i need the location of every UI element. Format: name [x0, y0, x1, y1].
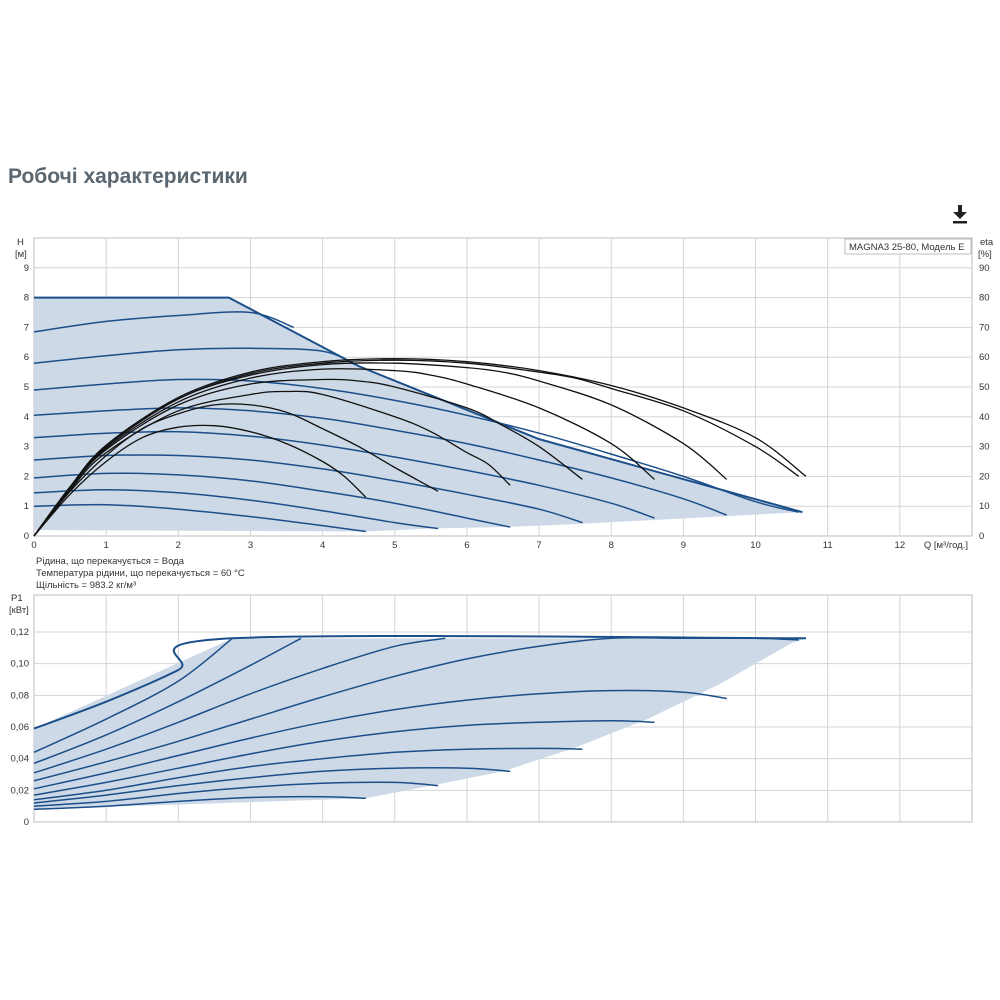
head-x-tick-label: 8 [609, 540, 614, 551]
info-temperature: Температура рідини, що перекачується = 6… [36, 568, 245, 579]
head-y-tick-label: 2 [24, 471, 29, 482]
legend: MAGNA3 25-80, Модель E [844, 238, 972, 255]
head-x-tick-label: 0 [31, 540, 36, 551]
head-x-tick-label: 9 [681, 540, 686, 551]
power-speed-curve [33, 637, 302, 765]
page-title: Робочі характеристики [8, 165, 248, 188]
efficiency-curve [33, 359, 800, 537]
power-y-tick-label: 0,06 [11, 722, 30, 733]
info-density: Щільність = 983.2 кг/м³ [36, 580, 137, 591]
power-y-tick-label: 0 [24, 817, 29, 828]
power-y-axis-label: P1 [11, 593, 23, 604]
head-y2-tick-label: 70 [979, 322, 990, 333]
head-y-axis-label: H [17, 237, 24, 248]
head-x-tick-label: 7 [536, 540, 541, 551]
legend-label: MAGNA3 25-80, Модель E [849, 242, 964, 253]
head-y-tick-label: 9 [24, 263, 29, 274]
head-y2-tick-label: 40 [979, 412, 990, 423]
head-speed-curve [33, 472, 511, 528]
download-icon[interactable] [950, 203, 970, 225]
power-speed-curve [33, 634, 807, 730]
head-operating-area [34, 297, 803, 532]
efficiency-curve [33, 378, 583, 537]
head-x-tick-label: 4 [320, 540, 325, 551]
head-y-tick-label: 5 [24, 382, 29, 393]
power-y-tick-label: 0,04 [11, 754, 30, 765]
head-y2-tick-label: 30 [979, 442, 990, 453]
head-y2-tick-label: 20 [979, 471, 990, 482]
power-speed-curve [33, 689, 727, 790]
head-y2-tick-label: 90 [979, 263, 990, 274]
head-x-tick-label: 6 [464, 540, 469, 551]
head-speed-curve [33, 489, 439, 530]
head-max-curve [34, 296, 803, 514]
head-y2-tick-label: 50 [979, 382, 990, 393]
efficiency-curve [33, 368, 655, 537]
efficiency-curve [33, 390, 511, 537]
power-y-tick-label: 0,02 [11, 785, 30, 796]
head-x-tick-label: 11 [823, 540, 833, 551]
head-x-tick-label: 3 [248, 540, 253, 551]
power-speed-curve [33, 637, 233, 753]
power-y-tick-label: 0,08 [11, 690, 30, 701]
head-y2-tick-label: 80 [979, 293, 990, 304]
efficiency-curve [33, 403, 439, 537]
info-liquid: Рідина, що перекачується = Вода [36, 556, 184, 567]
head-y-tick-label: 1 [24, 501, 29, 512]
power-y-tick-label: 0,12 [11, 627, 30, 638]
power-operating-area [34, 638, 807, 810]
head-speed-curve [33, 311, 295, 333]
head-y-tick-label: 6 [24, 352, 29, 363]
head-x-tick-label: 5 [392, 540, 397, 551]
power-speed-curve [33, 637, 446, 774]
power-y-axis-unit: [кВт] [9, 605, 29, 616]
power-speed-curve [33, 795, 366, 811]
head-speed-curve [33, 378, 799, 513]
head-speed-curve [33, 454, 583, 524]
power-speed-curve [33, 767, 511, 804]
power-speed-curve [33, 719, 655, 796]
power-speed-curve [33, 781, 439, 807]
head-x-tick-label: 1 [104, 540, 109, 551]
head-speed-curve [33, 347, 356, 366]
head-x-tick-label: 12 [895, 540, 906, 551]
efficiency-curve [33, 424, 367, 537]
head-speed-curve [33, 430, 655, 519]
head-speed-curve [33, 503, 367, 533]
power-speed-curve [33, 747, 583, 801]
head-x-axis-label: Q [м³/год.] [924, 540, 968, 551]
power-y-tick-label: 0,10 [11, 659, 30, 670]
head-y2-axis-unit: [%] [978, 249, 992, 260]
head-x-tick-label: 10 [750, 540, 761, 551]
head-y-tick-label: 3 [24, 442, 29, 453]
head-speed-curve [33, 407, 727, 516]
head-y-tick-label: 8 [24, 293, 29, 304]
head-x-tick-label: 2 [176, 540, 181, 551]
head-y-tick-label: 7 [24, 322, 29, 333]
head-y2-tick-label: 0 [979, 531, 984, 542]
head-y2-axis-label: eta [980, 237, 994, 248]
head-y-tick-label: 0 [24, 531, 29, 542]
efficiency-curve [33, 358, 807, 537]
head-y-tick-label: 4 [24, 412, 29, 423]
head-y-axis-unit: [м] [15, 249, 27, 260]
head-y2-tick-label: 10 [979, 501, 990, 512]
head-y2-tick-label: 60 [979, 352, 990, 363]
legend-box [844, 238, 972, 255]
